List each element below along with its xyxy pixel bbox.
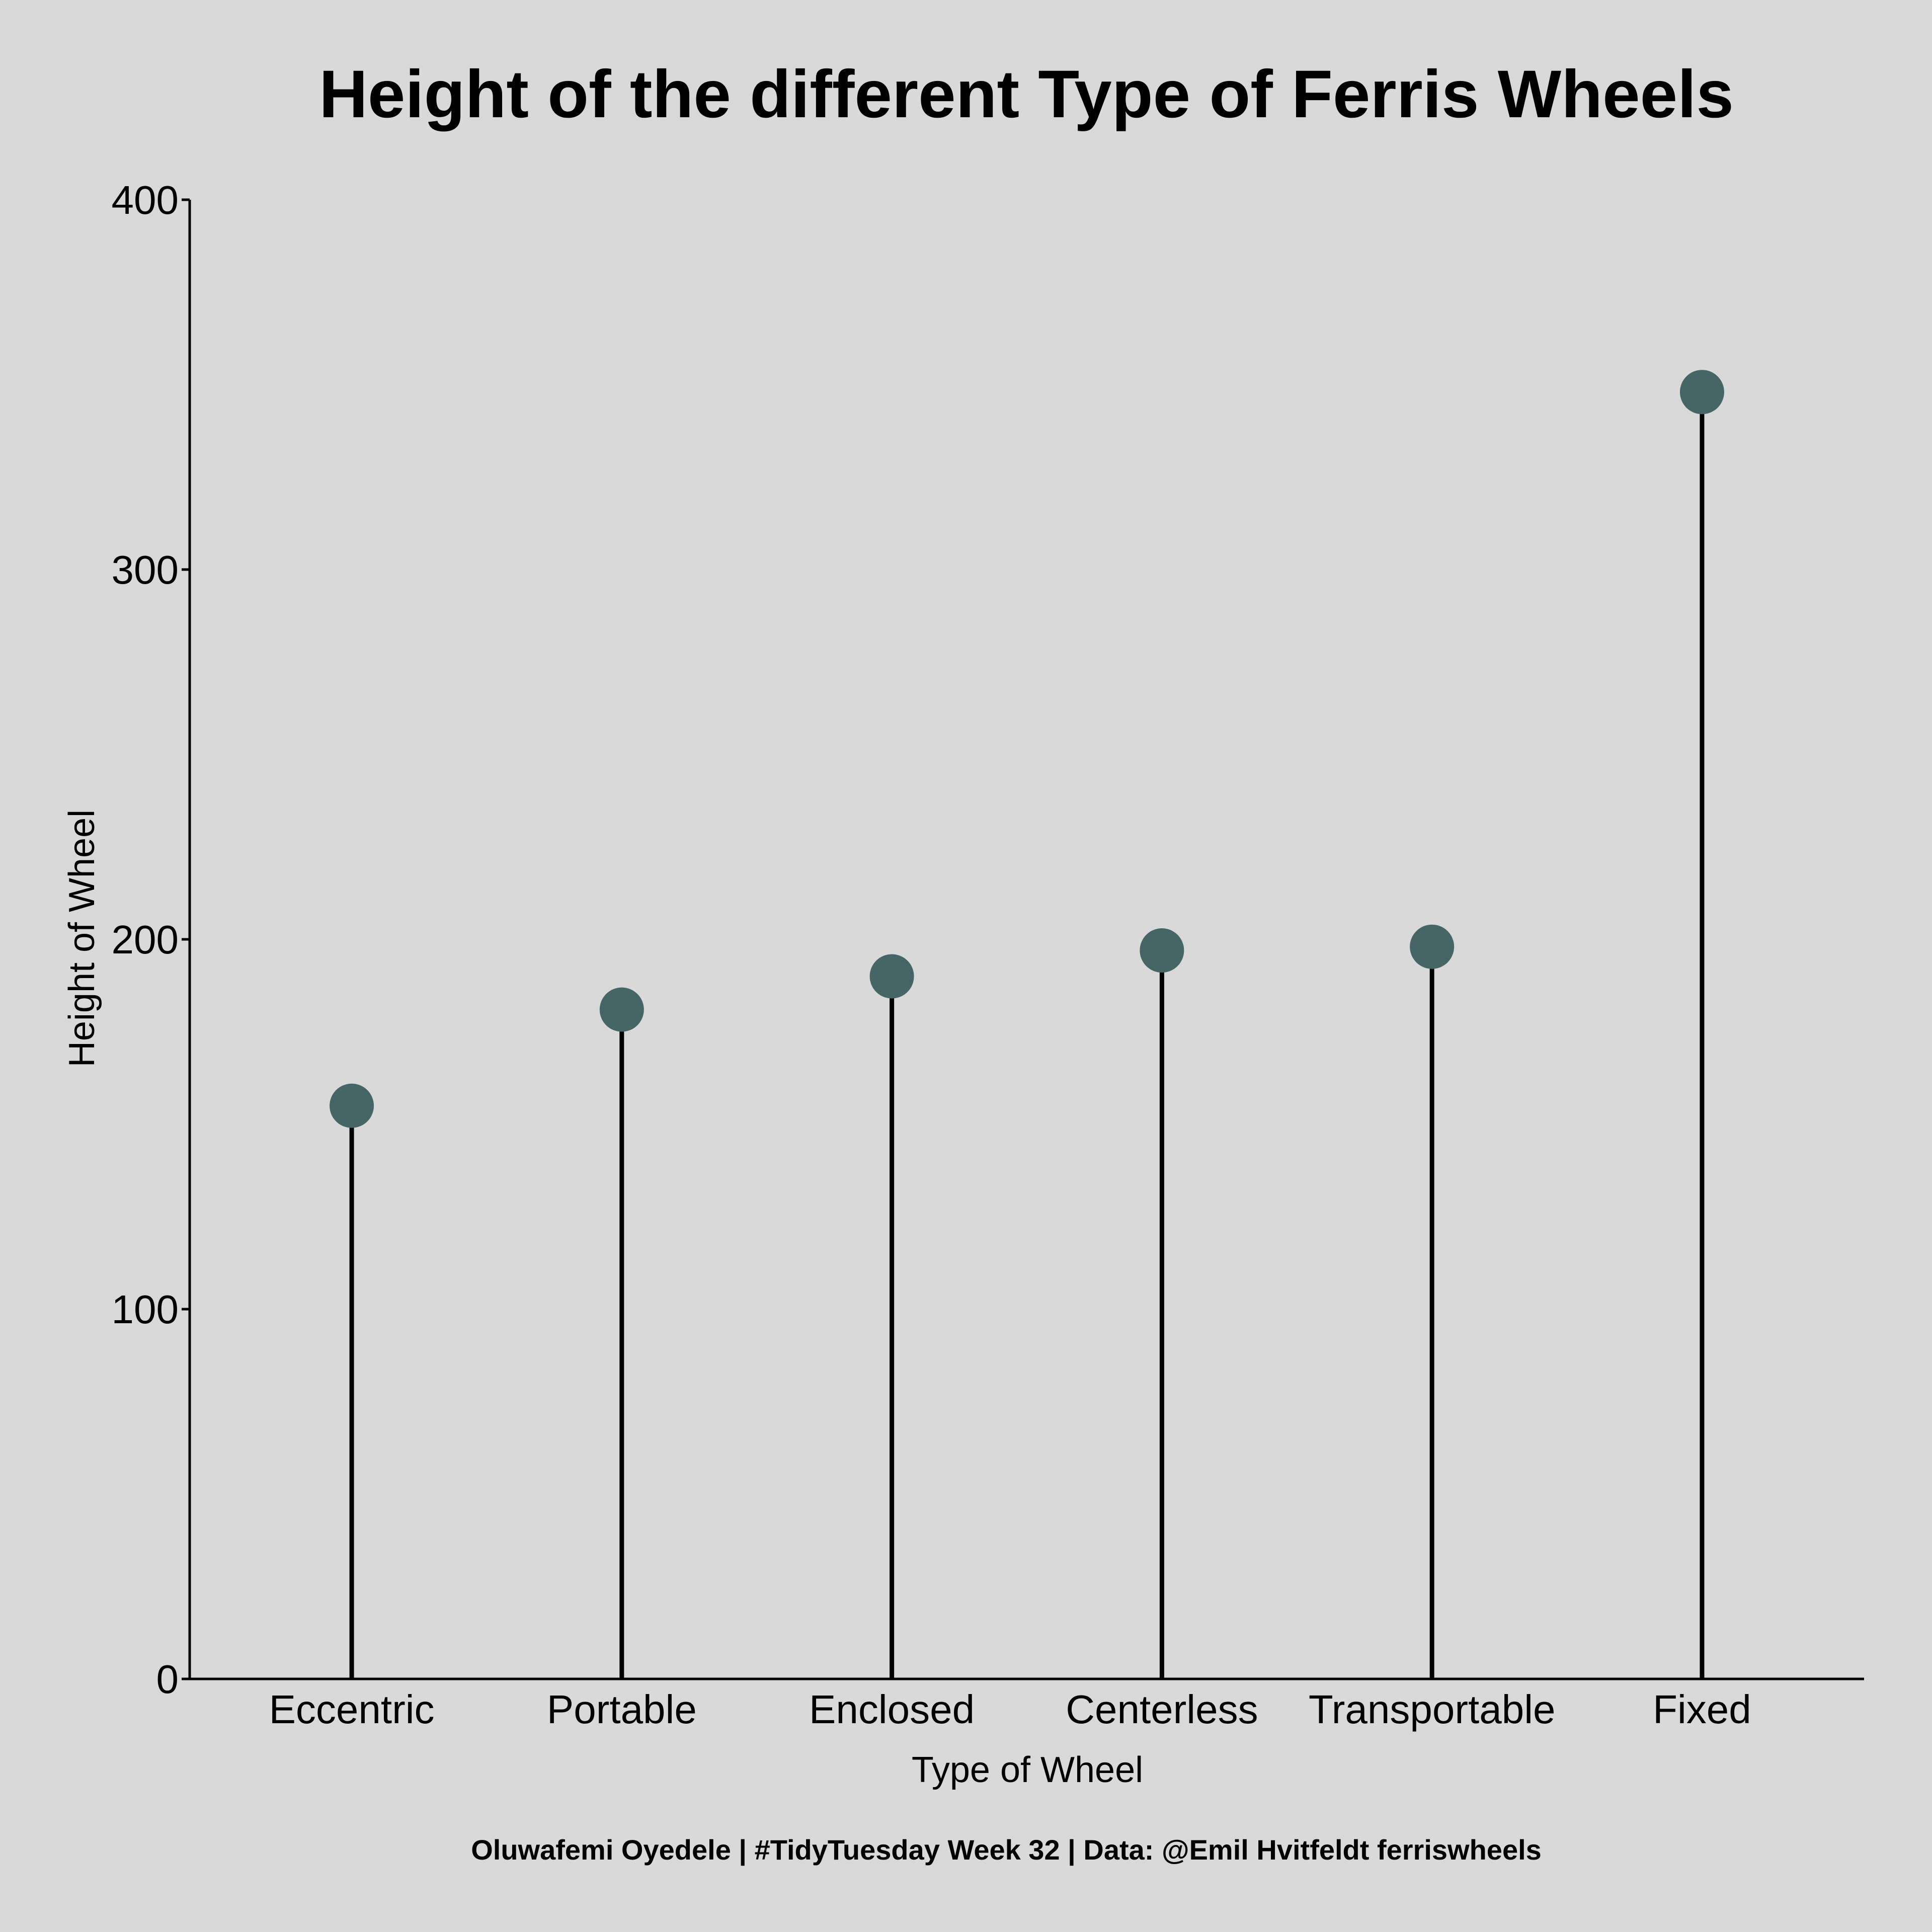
x-tick-label: Centerless	[1066, 1687, 1258, 1732]
x-tick-label: Fixed	[1653, 1687, 1751, 1732]
y-axis-title: Height of Wheel	[62, 810, 102, 1067]
chart-caption: Oluwafemi Oyedele | #TidyTuesday Week 32…	[471, 1834, 1542, 1866]
y-tick-label: 200	[112, 917, 179, 962]
lollipop-point	[330, 1083, 374, 1128]
y-tick-label: 100	[112, 1287, 179, 1332]
y-tick-label: 400	[112, 178, 179, 222]
x-tick-label: Transportable	[1309, 1687, 1556, 1732]
plot-area: 0 100 200 300 400 Eccentric Portable Enclosed Ce…	[112, 178, 1864, 1732]
x-tick-label: Portable	[547, 1687, 697, 1732]
x-tick-label: Eccentric	[269, 1687, 435, 1732]
lollipop-point	[599, 987, 644, 1032]
x-axis-title: Type of Wheel	[912, 1750, 1143, 1790]
lollipop-point	[869, 954, 914, 999]
y-tick-label: 300	[112, 547, 179, 592]
x-tick-label: Enclosed	[809, 1687, 975, 1732]
y-tick-label: 0	[156, 1657, 179, 1702]
lollipop-point	[1140, 928, 1184, 973]
lollipop-point	[1679, 370, 1724, 415]
lollipop-point	[1410, 924, 1455, 969]
chart-title: Height of the different Type of Ferris W…	[319, 57, 1734, 132]
